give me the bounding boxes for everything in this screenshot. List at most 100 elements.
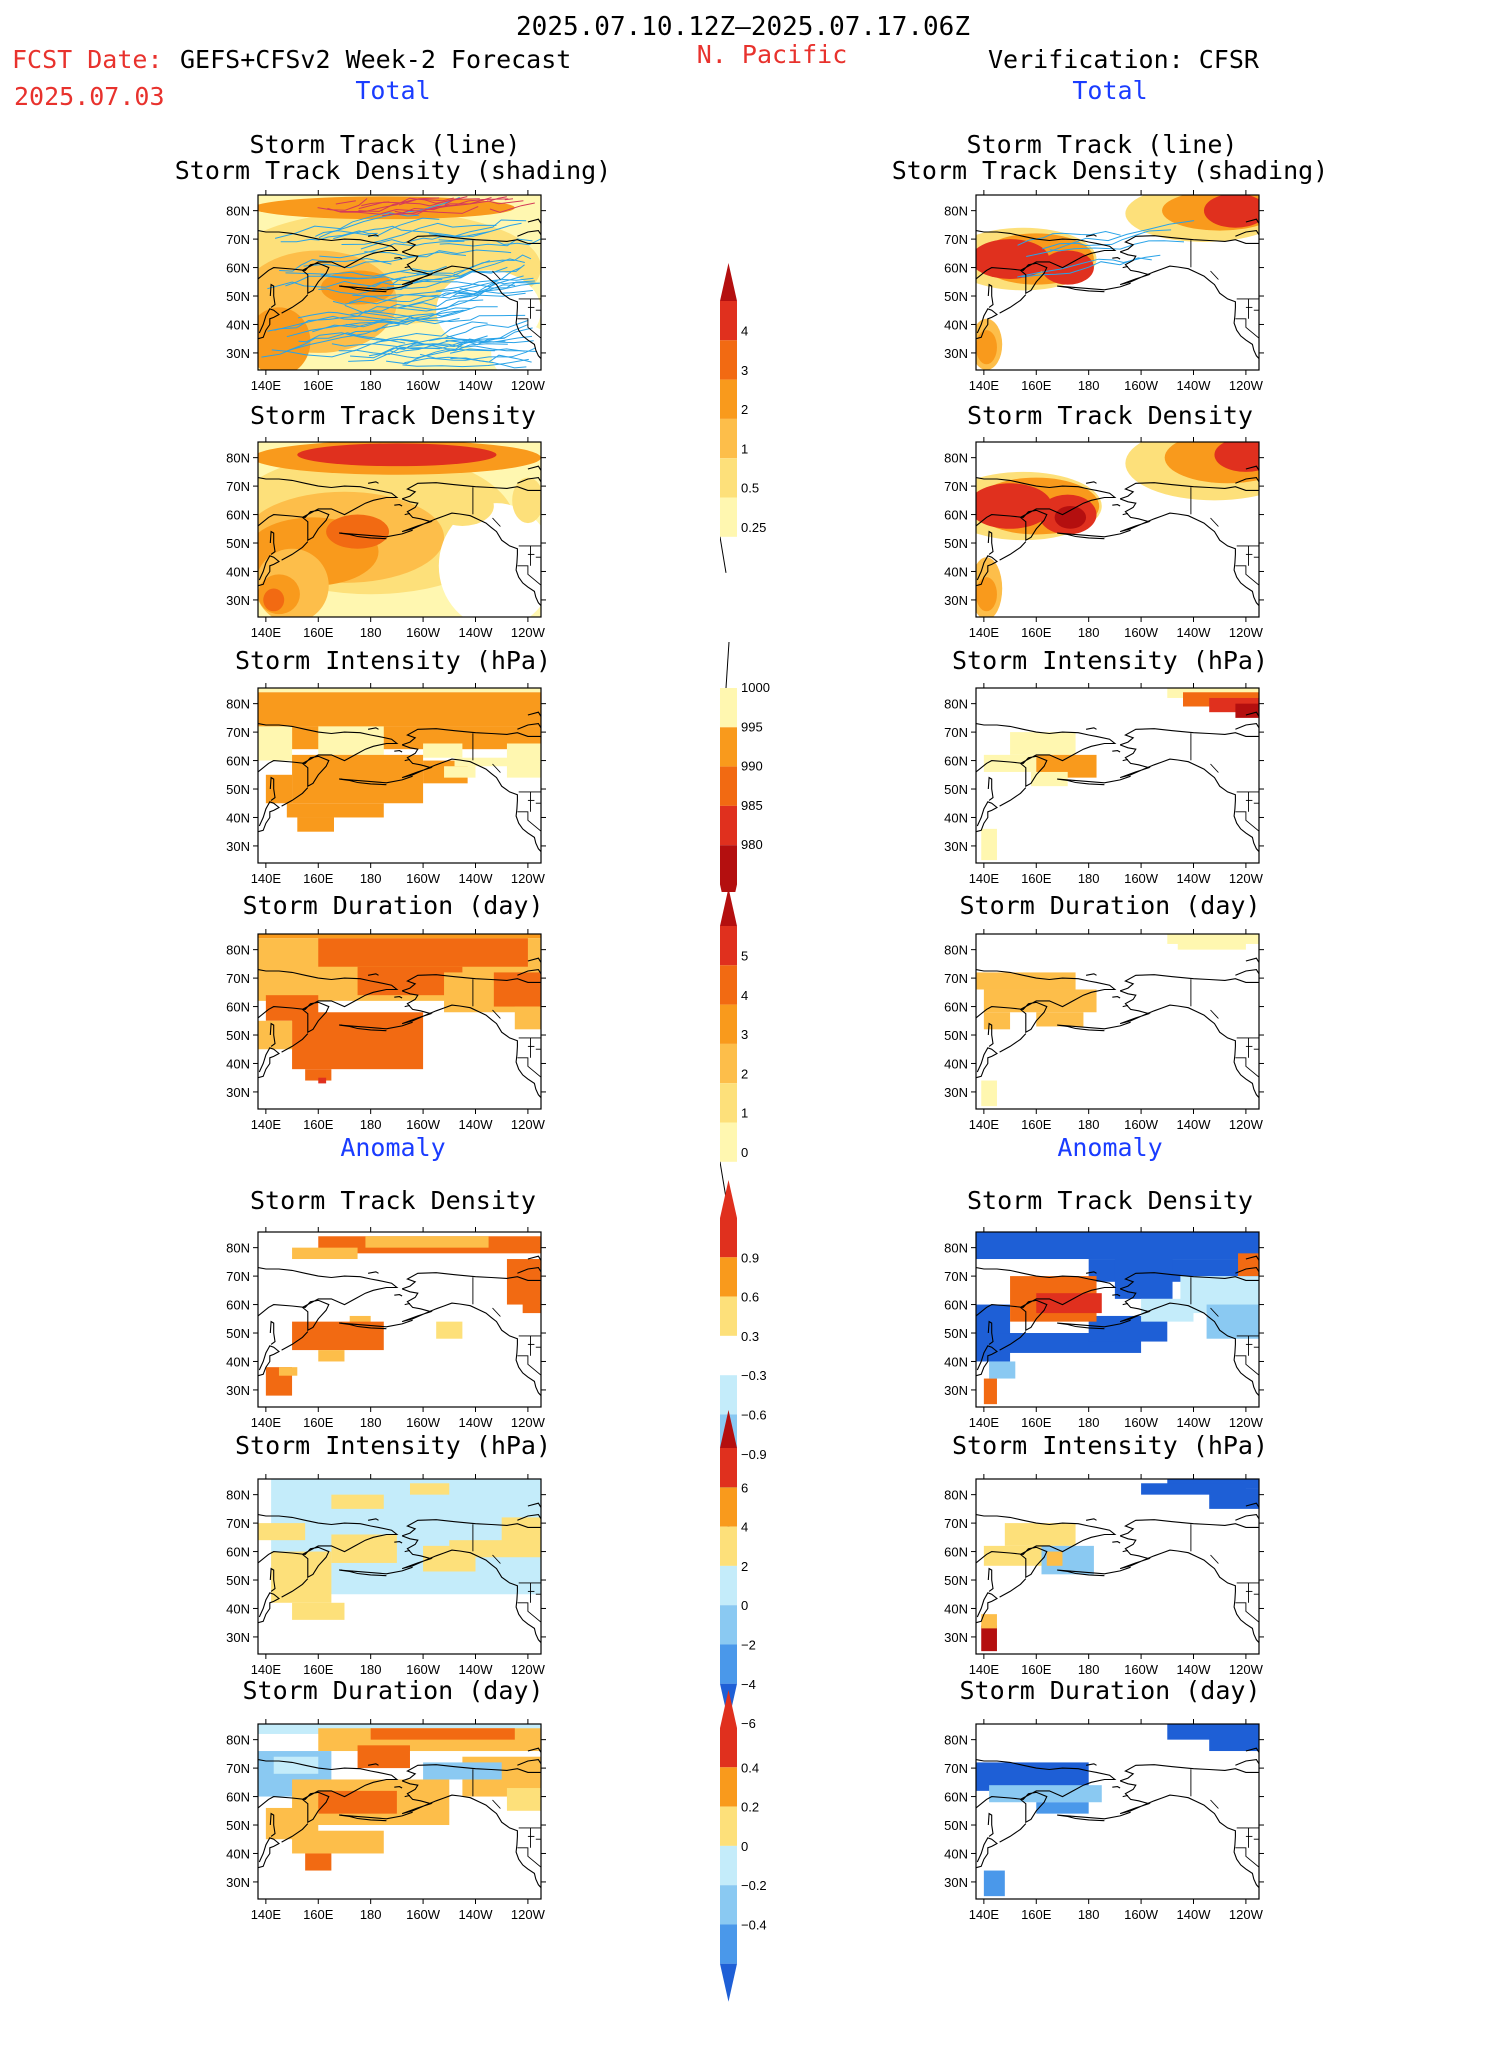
colorbar-label: 4	[741, 1520, 748, 1535]
colorbar-label: 1	[741, 441, 748, 456]
lat-tick-label: 60N	[226, 1545, 250, 1560]
coastline-layer	[258, 1502, 541, 1643]
shading-layer	[981, 1479, 1259, 1652]
colorbar-label: 0.25	[741, 520, 766, 535]
lat-tick-label: 40N	[226, 317, 250, 332]
lon-tick-label: 180	[360, 1907, 382, 1922]
colorbar-label: 1	[741, 1106, 748, 1121]
colorbar-label: 0	[741, 1145, 748, 1160]
lon-tick-label: 160W	[1124, 378, 1159, 393]
lon-tick-label: 180	[360, 871, 382, 886]
lat-tick-label: 50N	[944, 782, 968, 797]
lon-tick-label: 160E	[1021, 625, 1052, 640]
lon-tick-label: 180	[360, 1662, 382, 1677]
lat-tick-label: 50N	[226, 782, 250, 797]
lat-tick-label: 30N	[944, 1630, 968, 1645]
lon-tick-label: 140E	[251, 625, 282, 640]
shading-layer	[258, 442, 541, 617]
lat-tick-label: 70N	[944, 1516, 968, 1531]
colorbar-duration-total: 5 4 3 2 1 0	[719, 888, 840, 1206]
lon-tick-label: 160W	[406, 378, 441, 393]
lat-tick-label: 60N	[226, 1000, 250, 1015]
lon-tick-label: 140E	[251, 378, 282, 393]
lon-tick-label: 140W	[459, 871, 494, 886]
lat-tick-label: 30N	[226, 1875, 250, 1890]
lat-tick-label: 80N	[226, 451, 250, 466]
lat-tick-label: 30N	[226, 346, 250, 361]
lon-tick-label: 140W	[459, 378, 494, 393]
lon-tick-label: 140E	[969, 1415, 1000, 1430]
colorbar-label: −4	[741, 1677, 756, 1692]
lon-tick-label: 160E	[1021, 1415, 1052, 1430]
lon-tick-label: 120W	[511, 1907, 546, 1922]
lon-tick-label: 140W	[1177, 1662, 1212, 1677]
lat-tick-label: 70N	[226, 1761, 250, 1776]
lon-tick-label: 160W	[1124, 1907, 1159, 1922]
lat-tick-label: 70N	[944, 725, 968, 740]
lon-tick-label: 160W	[1124, 871, 1159, 886]
verification-label: Verification: CFSR	[988, 45, 1259, 74]
colorbar-label: −0.6	[741, 1408, 767, 1423]
lon-tick-label: 180	[1078, 625, 1100, 640]
lat-tick-label: 70N	[944, 1761, 968, 1776]
lon-tick-label: 160W	[1124, 1415, 1159, 1430]
lat-tick-label: 70N	[944, 1269, 968, 1284]
lat-tick-label: 40N	[944, 317, 968, 332]
colorbar-track-density-total: 4 3 2 1 0.5 0.25	[719, 263, 840, 581]
colorbar-label: 5	[741, 948, 748, 963]
lon-tick-label: 140E	[969, 871, 1000, 886]
verif-duration-title: Storm Duration (day)	[959, 891, 1261, 920]
fcst-anom-intensity-title: Storm Intensity (hPa)	[234, 1431, 552, 1460]
forecast-intensity-map: 80N 70N 60N 50N 40N 30N 140E 160E 180 160W 140W 120…	[198, 682, 551, 891]
verification-total-label: Total	[1072, 76, 1148, 105]
fcst-date-label: FCST Date:	[12, 45, 163, 74]
lon-tick-label: 180	[1078, 378, 1100, 393]
forecast-anomaly-label: Anomaly	[340, 1133, 446, 1162]
verification-track-density-map: 80N 70N 60N 50N 40N 30N 140E 160E 180 160W 140W 120…	[916, 436, 1269, 645]
lat-tick-label: 30N	[226, 1630, 250, 1645]
date-range-title: 2025.07.10.12Z–2025.07.17.06Z	[516, 12, 970, 42]
lon-tick-label: 160E	[1021, 1907, 1052, 1922]
lat-tick-label: 50N	[944, 289, 968, 304]
lat-tick-label: 80N	[226, 1488, 250, 1503]
shading-layer	[976, 1724, 1259, 1897]
colorbar-label: 0.3	[741, 1329, 759, 1344]
lon-tick-label: 160E	[1021, 1662, 1052, 1677]
coastline-layer	[976, 465, 1259, 606]
storm-track-lines	[261, 197, 541, 369]
lat-tick-label: 80N	[944, 1241, 968, 1256]
lon-tick-label: 120W	[1229, 625, 1264, 640]
lon-tick-label: 140W	[1177, 1907, 1212, 1922]
fcst-intensity-title: Storm Intensity (hPa)	[234, 646, 552, 675]
lat-tick-label: 70N	[944, 971, 968, 986]
lat-tick-label: 30N	[226, 1085, 250, 1100]
shading-layer	[265, 1236, 541, 1396]
colorbar-label: 990	[741, 759, 763, 774]
lon-tick-label: 160E	[1021, 1117, 1052, 1132]
lon-tick-label: 120W	[511, 1662, 546, 1677]
lat-tick-label: 40N	[226, 1354, 250, 1369]
lat-tick-label: 40N	[944, 1056, 968, 1071]
lon-tick-label: 160E	[303, 1662, 334, 1677]
forecast-track-map: 80N 70N 60N 50N 40N 30N 140E 160E 180 160W 140W 120…	[198, 189, 551, 398]
colorbar-label: 995	[741, 719, 763, 734]
colorbar-label: 3	[741, 363, 748, 378]
lat-tick-label: 40N	[944, 1354, 968, 1369]
lon-tick-label: 180	[1078, 1415, 1100, 1430]
colorbar-label: 2	[741, 402, 748, 417]
lon-tick-label: 160E	[1021, 378, 1052, 393]
lat-tick-label: 50N	[226, 536, 250, 551]
lon-tick-label: 120W	[511, 625, 546, 640]
coastline-layer	[258, 465, 541, 606]
lat-tick-label: 40N	[944, 564, 968, 579]
verif-intensity-title: Storm Intensity (hPa)	[951, 646, 1269, 675]
forecast-anom-intensity-map: 80N 70N 60N 50N 40N 30N 140E 160E 180 160W 140W 120…	[198, 1473, 551, 1682]
lon-tick-label: 160W	[406, 871, 441, 886]
region-label: N. Pacific	[696, 40, 848, 69]
lon-tick-label: 160W	[1124, 1117, 1159, 1132]
lon-tick-label: 120W	[1229, 1117, 1264, 1132]
storm-track-lines	[1017, 220, 1195, 278]
lon-tick-label: 180	[1078, 1117, 1100, 1132]
fcst-track-shading-title: Storm Track Density (shading)	[174, 156, 612, 185]
lat-tick-label: 30N	[944, 593, 968, 608]
